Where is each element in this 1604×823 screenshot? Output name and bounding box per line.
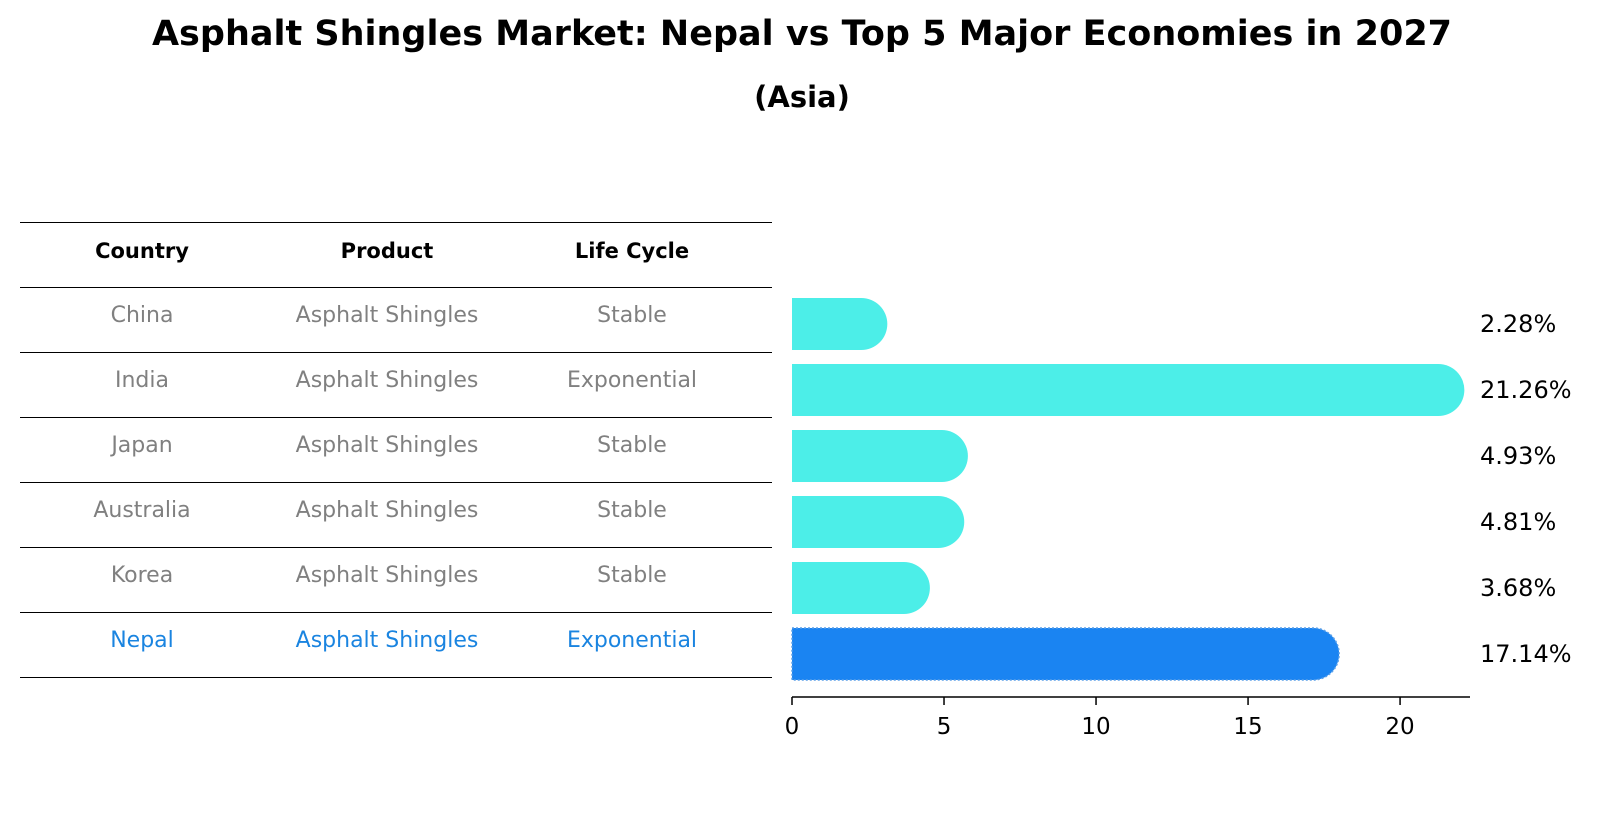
value-label-india: 21.26% (1480, 376, 1572, 404)
header-life-cycle: Life Cycle (574, 239, 690, 263)
row-china-life-cycle: Stable (597, 303, 667, 328)
row-china-product: Asphalt Shingles (295, 303, 479, 328)
table-top-rule (20, 222, 772, 223)
value-label-korea: 3.68% (1480, 574, 1556, 602)
row-australia-product: Asphalt Shingles (295, 498, 479, 523)
row-australia-life-cycle: Stable (597, 498, 667, 523)
row-china-country: China (110, 303, 174, 328)
bar-india (792, 364, 1465, 416)
row-japan-life-cycle: Stable (597, 433, 667, 458)
value-label-nepal: 17.14% (1480, 640, 1572, 668)
table-header-rule (20, 287, 772, 288)
row-nepal-life-cycle: Exponential (566, 628, 698, 653)
header-product: Product (340, 239, 434, 263)
row-nepal-country: Nepal (110, 628, 174, 653)
row-japan-country: Japan (111, 433, 173, 458)
table-row-rule (20, 417, 772, 418)
table-row-rule (20, 352, 772, 353)
value-label-china: 2.28% (1480, 310, 1556, 338)
x-tick-label: 20 (1385, 714, 1414, 740)
table-bottom-rule (20, 677, 772, 678)
value-label-australia: 4.81% (1480, 508, 1556, 536)
row-japan-product: Asphalt Shingles (295, 433, 479, 458)
bar-japan (792, 430, 968, 482)
x-tick-label: 15 (1233, 714, 1262, 740)
table-row-rule (20, 612, 772, 613)
row-korea-life-cycle: Stable (597, 563, 667, 588)
x-tick-label: 5 (937, 714, 952, 740)
table-row-rule (20, 547, 772, 548)
bar-korea (792, 562, 930, 614)
chart-subtitle: (Asia) (754, 80, 850, 114)
x-tick-label: 10 (1081, 714, 1110, 740)
row-india-life-cycle: Exponential (566, 368, 698, 393)
header-country: Country (95, 239, 189, 263)
row-australia-country: Australia (93, 498, 191, 523)
row-korea-product: Asphalt Shingles (295, 563, 479, 588)
value-label-japan: 4.93% (1480, 442, 1556, 470)
row-india-product: Asphalt Shingles (295, 368, 479, 393)
bar-australia (792, 496, 965, 548)
x-tick-label: 0 (785, 714, 800, 740)
row-india-country: India (115, 368, 169, 393)
bar-china (792, 298, 888, 350)
bar-nepal (791, 627, 1340, 681)
chart-title: Asphalt Shingles Market: Nepal vs Top 5 … (151, 14, 1453, 54)
row-nepal-product: Asphalt Shingles (295, 628, 479, 653)
table-row-rule (20, 482, 772, 483)
row-korea-country: Korea (110, 563, 174, 588)
